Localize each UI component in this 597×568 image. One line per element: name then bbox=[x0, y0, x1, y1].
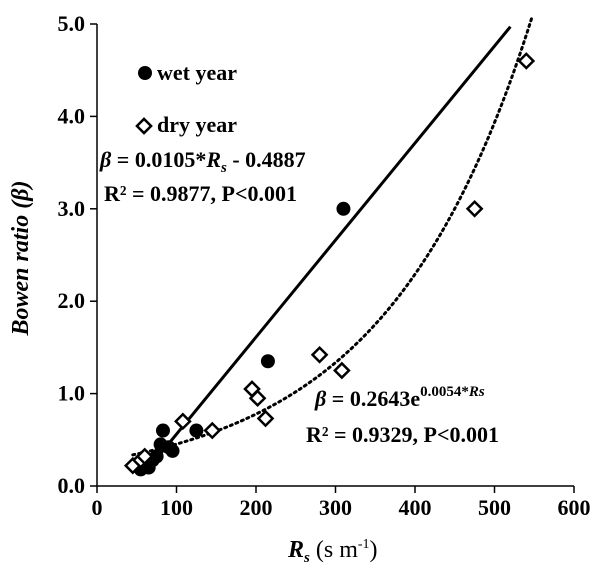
legend: wet year dry year bbox=[135, 60, 237, 137]
x-tick-label: 600 bbox=[558, 495, 591, 520]
wet-equation: β = 0.0105*Rs - 0.4887 bbox=[99, 147, 306, 176]
dry-year-point bbox=[248, 389, 267, 408]
y-tick-label: 4.0 bbox=[58, 103, 86, 128]
legend-wet-marker bbox=[138, 66, 152, 80]
dry-year-point bbox=[517, 52, 536, 70]
legend-wet-label: wet year bbox=[157, 60, 237, 85]
dry-year-point bbox=[174, 412, 192, 431]
y-axis-ticks: 0.0 1.0 2.0 3.0 4.0 5.0 bbox=[58, 11, 97, 498]
dry-year-fit-curve bbox=[131, 13, 535, 457]
x-tick-label: 200 bbox=[240, 495, 273, 520]
x-tick-label: 0 bbox=[92, 495, 103, 520]
wet-year-point bbox=[149, 449, 164, 464]
plot-area bbox=[96, 24, 574, 487]
dry-r2: R² = 0.9329, P<0.001 bbox=[306, 422, 499, 447]
x-axis-ticks: 0 100 200 300 400 500 600 bbox=[92, 486, 591, 520]
wet-year-point bbox=[165, 443, 180, 458]
wet-year-point bbox=[336, 201, 351, 216]
dry-year-point bbox=[135, 447, 154, 466]
data-points bbox=[123, 52, 536, 477]
y-tick-label: 3.0 bbox=[58, 196, 86, 221]
dry-year-point bbox=[465, 199, 484, 218]
y-tick-label: 2.0 bbox=[58, 288, 86, 313]
wet-year-point bbox=[155, 423, 170, 438]
x-tick-label: 300 bbox=[319, 495, 352, 520]
legend-dry-label: dry year bbox=[157, 112, 237, 137]
dry-fit-annotation: β = 0.2643e0.0054*Rs R² = 0.9329, P<0.00… bbox=[306, 384, 499, 447]
x-tick-label: 500 bbox=[478, 495, 511, 520]
dry-year-point bbox=[203, 421, 222, 440]
y-axis-title: Bowen ratio (β) bbox=[8, 181, 34, 337]
dry-year-point bbox=[333, 361, 351, 380]
y-tick-label: 5.0 bbox=[58, 11, 86, 36]
wet-r2: R² = 0.9877, P<0.001 bbox=[104, 181, 297, 206]
y-tick-label: 1.0 bbox=[58, 381, 86, 406]
x-axis-title: Rs (s m-1) bbox=[287, 537, 378, 566]
wet-year-point bbox=[189, 423, 204, 438]
wet-year-fit-line bbox=[155, 25, 512, 460]
x-tick-label: 100 bbox=[160, 495, 193, 520]
legend-dry-marker bbox=[135, 117, 153, 135]
dry-year-point bbox=[256, 409, 275, 428]
dry-year-point bbox=[310, 345, 329, 364]
fit-lines bbox=[131, 13, 535, 460]
x-tick-label: 400 bbox=[399, 495, 432, 520]
wet-year-point bbox=[260, 354, 275, 369]
dry-equation: β = 0.2643e0.0054*Rs bbox=[314, 384, 485, 411]
wet-fit-annotation: β = 0.0105*Rs - 0.4887 R² = 0.9877, P<0.… bbox=[99, 147, 306, 206]
y-tick-label: 0.0 bbox=[58, 473, 86, 498]
